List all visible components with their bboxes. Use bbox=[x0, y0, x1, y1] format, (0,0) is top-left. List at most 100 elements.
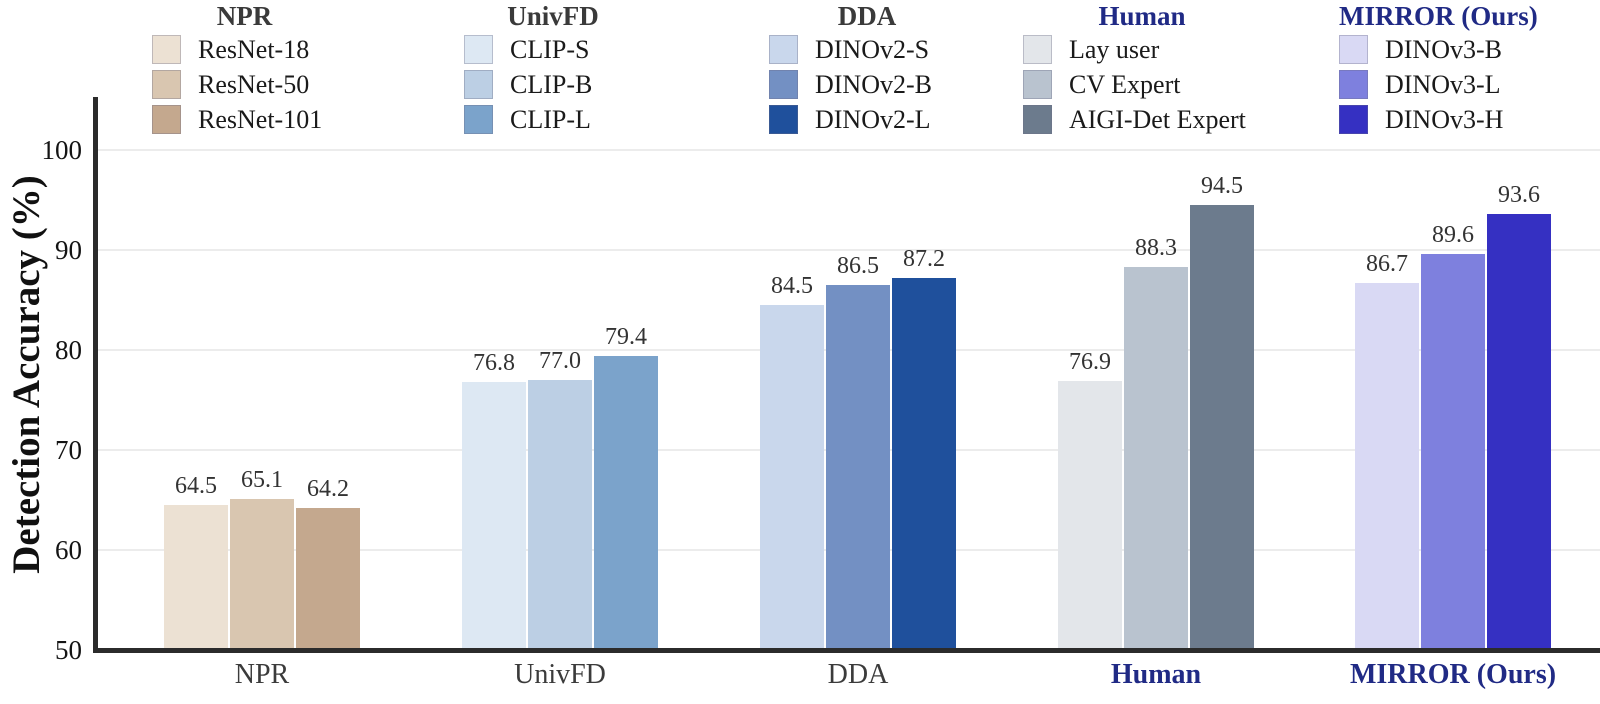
legend-item-label: DINOv3-B bbox=[1385, 34, 1502, 64]
bar-lay-user bbox=[1058, 381, 1122, 650]
legend-item: CLIP-B bbox=[464, 67, 642, 102]
x-category-label-mirror-ours-: MIRROR (Ours) bbox=[1349, 659, 1557, 690]
legend-item-label: CLIP-S bbox=[510, 34, 590, 64]
y-tick-label-70: 70 bbox=[55, 435, 82, 465]
bar-value-label: 86.5 bbox=[837, 253, 879, 279]
x-category-label-dda: DDA bbox=[827, 659, 889, 690]
legend-item: CLIP-L bbox=[464, 102, 642, 137]
legend-item: DINOv2-S bbox=[769, 32, 965, 67]
legend-item: DINOv3-H bbox=[1339, 102, 1535, 137]
legend-group-npr: NPR ResNet-18 ResNet-50 ResNet-101 bbox=[152, 0, 337, 137]
y-tick-label-90: 90 bbox=[55, 235, 82, 265]
legend-group-univfd: UnivFD CLIP-S CLIP-B CLIP-L bbox=[464, 0, 642, 137]
bar-value-label: 76.8 bbox=[473, 350, 515, 376]
bar-value-label: 89.6 bbox=[1432, 222, 1474, 248]
y-tick-label-60: 60 bbox=[55, 535, 82, 565]
legend-item: DINOv2-B bbox=[769, 67, 965, 102]
legend-item: ResNet-101 bbox=[152, 102, 337, 137]
bar-value-label: 76.9 bbox=[1069, 349, 1111, 375]
y-axis-title-box: Detection Accuracy (%) bbox=[0, 98, 58, 650]
y-tick-label-80: 80 bbox=[55, 335, 82, 365]
legend-swatch-icon bbox=[769, 70, 798, 99]
bar-value-label: 79.4 bbox=[605, 324, 647, 350]
bar-value-label: 87.2 bbox=[903, 246, 945, 272]
legend-item-label: DINOv3-H bbox=[1385, 104, 1504, 134]
bar-cv-expert bbox=[1124, 267, 1188, 650]
bar-clip-l bbox=[594, 356, 658, 650]
legend-group-title: UnivFD bbox=[507, 1, 599, 31]
legend-item: AIGI-Det Expert bbox=[1023, 102, 1261, 137]
bar-dinov2-s bbox=[760, 305, 824, 650]
legend-item: CV Expert bbox=[1023, 67, 1261, 102]
plot-area: 64.5 65.1 64.2 76.8 77.0 79.4 84.5 86.5 87.2 76.9… bbox=[95, 98, 1600, 650]
y-tick-label-100: 100 bbox=[41, 135, 83, 165]
legend-group-human: Human Lay user CV Expert AIGI-Det Expert bbox=[1023, 0, 1261, 137]
y-tick-label-50: 50 bbox=[55, 635, 82, 665]
legend-swatch-icon bbox=[769, 105, 798, 134]
legend-swatch-icon bbox=[1339, 35, 1368, 64]
bar-aigi-det-expert bbox=[1190, 205, 1254, 650]
gridline-100 bbox=[95, 149, 1600, 151]
legend-item: Lay user bbox=[1023, 32, 1261, 67]
legend-item: DINOv3-L bbox=[1339, 67, 1535, 102]
legend-swatch-icon bbox=[1023, 105, 1052, 134]
legend-swatch-icon bbox=[152, 70, 181, 99]
bar-value-label: 94.5 bbox=[1201, 173, 1243, 199]
legend-swatch-icon bbox=[1023, 35, 1052, 64]
legend-item-label: CV Expert bbox=[1069, 69, 1181, 99]
legend-swatch-icon bbox=[1339, 105, 1368, 134]
legend-group-title: MIRROR (Ours) bbox=[1339, 1, 1538, 31]
legend-swatch-icon bbox=[1023, 70, 1052, 99]
bar-dinov3-l bbox=[1421, 254, 1485, 650]
bar-resnet-101 bbox=[296, 508, 360, 650]
legend-item-label: AIGI-Det Expert bbox=[1069, 104, 1246, 134]
x-axis-spine bbox=[93, 648, 1600, 653]
legend-item-label: Lay user bbox=[1069, 34, 1160, 64]
legend-item-label: DINOv3-L bbox=[1385, 69, 1501, 99]
bar-value-label: 93.6 bbox=[1498, 182, 1540, 208]
legend-group-mirror-ours-: MIRROR (Ours) DINOv3-B DINOv3-L DINOv3-H bbox=[1339, 0, 1538, 137]
legend-group-title: Human bbox=[1098, 1, 1186, 31]
legend-group-title: DDA bbox=[837, 1, 897, 31]
legend-item-label: DINOv2-B bbox=[815, 69, 932, 99]
x-category-label-npr: NPR bbox=[234, 659, 290, 690]
bar-dinov2-b bbox=[826, 285, 890, 650]
gridline-90 bbox=[95, 249, 1600, 251]
legend-item: DINOv2-L bbox=[769, 102, 965, 137]
bar-resnet-18 bbox=[164, 505, 228, 650]
legend-swatch-icon bbox=[152, 35, 181, 64]
bar-dinov2-l bbox=[892, 278, 956, 650]
bar-value-label: 88.3 bbox=[1135, 235, 1177, 261]
legend-item: ResNet-18 bbox=[152, 32, 337, 67]
bar-value-label: 64.2 bbox=[307, 476, 349, 502]
bar-resnet-50 bbox=[230, 499, 294, 650]
legend-item-label: CLIP-L bbox=[510, 104, 591, 134]
legend-group-dda: DDA DINOv2-S DINOv2-B DINOv2-L bbox=[769, 0, 965, 137]
x-category-label-univfd: UnivFD bbox=[514, 659, 606, 690]
bar-clip-s bbox=[462, 382, 526, 650]
legend-group-title: NPR bbox=[216, 1, 273, 31]
bar-value-label: 77.0 bbox=[539, 348, 581, 374]
legend-item-label: DINOv2-S bbox=[815, 34, 930, 64]
bar-value-label: 65.1 bbox=[241, 467, 283, 493]
y-axis-spine bbox=[93, 97, 98, 653]
legend-item: CLIP-S bbox=[464, 32, 642, 67]
legend-swatch-icon bbox=[1339, 70, 1368, 99]
bar-dinov3-b bbox=[1355, 283, 1419, 650]
legend-swatch-icon bbox=[152, 105, 181, 134]
x-category-label-human: Human bbox=[1110, 659, 1202, 690]
legend-item: DINOv3-B bbox=[1339, 32, 1535, 67]
legend-item-label: CLIP-B bbox=[510, 69, 593, 99]
legend-swatch-icon bbox=[769, 35, 798, 64]
legend-swatch-icon bbox=[464, 70, 493, 99]
bar-value-label: 84.5 bbox=[771, 273, 813, 299]
legend-item-label: DINOv2-L bbox=[815, 104, 931, 134]
bar-clip-b bbox=[528, 380, 592, 650]
legend-item: ResNet-50 bbox=[152, 67, 337, 102]
legend-item-label: ResNet-101 bbox=[198, 104, 323, 134]
bar-value-label: 64.5 bbox=[175, 473, 217, 499]
legend-item-label: ResNet-18 bbox=[198, 34, 310, 64]
legend-item-label: ResNet-50 bbox=[198, 69, 310, 99]
bar-value-label: 86.7 bbox=[1366, 251, 1408, 277]
